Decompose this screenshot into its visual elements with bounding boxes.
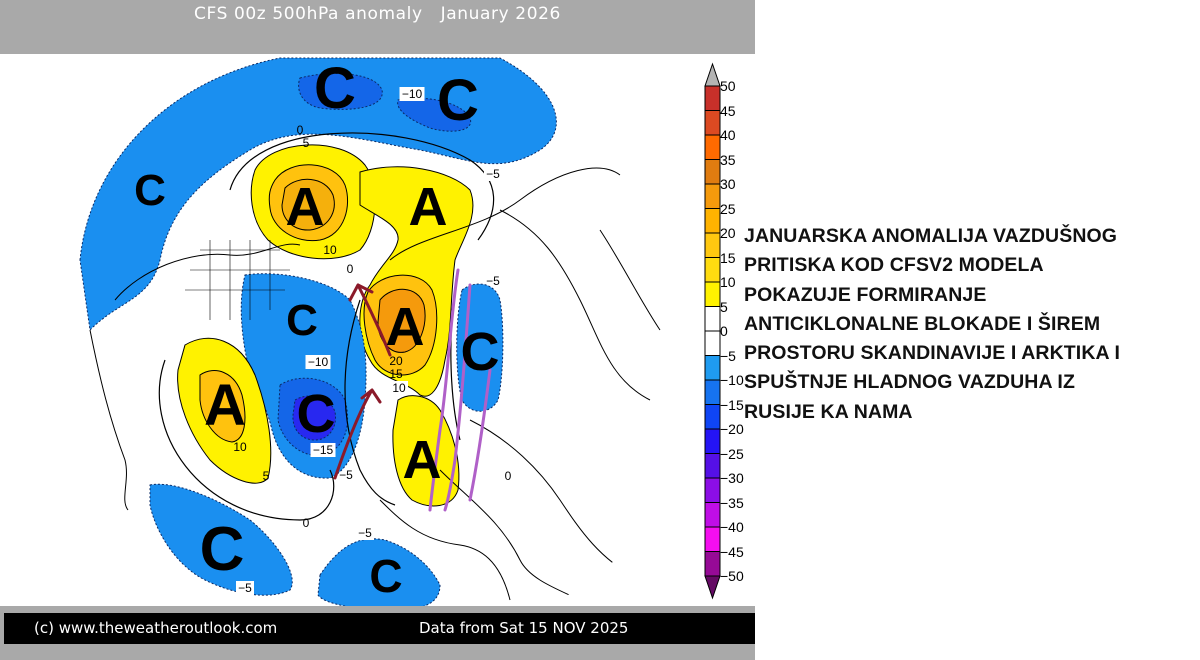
contour-label: 0	[297, 123, 304, 137]
colorbar-tick-label: −20	[720, 421, 744, 437]
colorbar-segment	[704, 330, 721, 356]
colorbar-segment	[704, 428, 721, 454]
colorbar-bottom-arrow	[704, 575, 721, 600]
colorbar-segment	[704, 453, 721, 479]
colorbar-segment	[704, 404, 721, 430]
contour-label: −5	[358, 526, 372, 540]
contour-label: −15	[313, 443, 334, 457]
anticyclone-label: A	[204, 373, 246, 438]
footer-bar: (c) www.theweatheroutlook.com Data from …	[4, 613, 755, 644]
annotation-text: JANUARSKA ANOMALIJA VAZDUŠNOG PRITISKA KO…	[744, 222, 1200, 427]
coastlines	[89, 167, 661, 601]
annotation-line: JANUARSKA ANOMALIJA VAZDUŠNOG	[744, 225, 1118, 247]
data-date-text: Data from Sat 15 NOV 2025	[419, 619, 629, 637]
contour-label: 10	[323, 243, 337, 257]
contour-label: 0	[505, 469, 512, 483]
colorbar-tick-label: 35	[720, 151, 736, 168]
forecast-figure: CFS 00z 500hPa anomaly January 2026	[0, 0, 755, 660]
colorbar-segment	[704, 232, 721, 258]
colorbar-segment	[704, 526, 721, 552]
annotation-line: PRITISKA KOD CFSV2 MODELA	[744, 254, 1044, 277]
contour-label: 10	[392, 381, 406, 395]
colorbar-tick-label: −45	[720, 543, 744, 560]
colorbar-tick-label: 10	[720, 274, 736, 290]
colorbar-segment	[704, 306, 721, 332]
cyclone-label: C	[437, 68, 479, 133]
cyclone-label: C	[369, 550, 402, 602]
colorbar-segment	[704, 134, 721, 160]
annotation-line: SPUŠTNJE HLADNOG VAZDUHA IZ	[744, 371, 1075, 394]
colorbar-tick-label: 40	[720, 127, 736, 143]
colorbar-tick-label: 20	[720, 225, 736, 241]
colorbar-segment	[704, 85, 721, 111]
colorbar-tick-label: −35	[720, 494, 744, 511]
colorbar-tick-label: 5	[720, 298, 728, 315]
colorbar-tick-label: −25	[720, 445, 744, 462]
colorbar-segment	[704, 551, 721, 577]
annotation-line: ANTICIKLONALNE BLOKADE I ŠIREM	[744, 312, 1101, 335]
contour-label: −10	[308, 355, 329, 369]
annotation-line: PROSTORU SKANDINAVIJE I ARKTIKA I	[744, 342, 1120, 365]
anomaly-fills	[79, 57, 661, 611]
colorbar-tick-label: 45	[720, 102, 736, 119]
cyclone-label: C	[134, 166, 166, 215]
colorbar-tick-label: −5	[720, 347, 736, 364]
annotation-line: RUSIJE KA NAMA	[744, 400, 913, 423]
copyright-text: (c) www.theweatheroutlook.com	[34, 619, 278, 637]
colorbar-tick-label: −10	[720, 372, 744, 388]
contour-label: 0	[347, 262, 354, 276]
colorbar-segment	[704, 281, 721, 307]
colorbar-segment	[704, 208, 721, 234]
contour-label: 15	[389, 367, 403, 381]
colorbar-tick-label: 50	[720, 78, 736, 94]
grid-borders	[185, 240, 290, 320]
anticyclone-label: A	[286, 177, 325, 237]
colorbar-segment	[704, 110, 721, 136]
contour-label: 20	[389, 354, 403, 368]
contour-label: 5	[263, 469, 270, 483]
contour-label: 10	[233, 440, 247, 454]
colorbar-tick-label: −30	[720, 470, 744, 486]
colorbar-segment	[704, 355, 721, 381]
anticyclone-label: A	[403, 430, 442, 490]
pressure-center-labels: C CC A AC A CA CAC C	[134, 56, 499, 602]
colorbar-tick-label: 25	[720, 200, 736, 217]
contour-label: −5	[339, 468, 353, 482]
drawn-arrows	[333, 268, 492, 512]
colorbar-tick-label: 15	[720, 249, 736, 266]
chart-title: CFS 00z 500hPa anomaly January 2026	[194, 4, 561, 24]
colorbar-segment	[704, 502, 721, 528]
cyclone-label: C	[297, 384, 336, 444]
colorbar-tick-label: −40	[720, 519, 744, 535]
colorbar-top-arrow	[704, 62, 721, 87]
contour-label: −5	[486, 274, 500, 288]
colorbar-segment	[704, 477, 721, 503]
cyclone-label: C	[461, 322, 500, 382]
colorbar-segment	[704, 257, 721, 283]
anticyclone-label: A	[409, 177, 448, 237]
contour-label: −5	[486, 167, 500, 181]
color-legend: 50 45 40 35 30 25 20 15 10 5 0 −5 −10 −15 −20 −25 −30 −35…	[700, 62, 755, 602]
colorbar-tick-label: −15	[720, 396, 744, 413]
cyclone-label: C	[200, 515, 245, 584]
colorbar-segment	[704, 159, 721, 185]
annotation-line: POKAZUJE FORMIRANJE	[744, 283, 987, 306]
colorbar-segment	[704, 183, 721, 209]
contour-label: 0	[303, 516, 310, 530]
contour-label: 5	[303, 136, 310, 150]
anticyclone-label: A	[386, 297, 425, 357]
title-bar: CFS 00z 500hPa anomaly January 2026	[0, 0, 755, 54]
cyclone-label: C	[286, 296, 318, 345]
colorbar-tick-label: −50	[720, 568, 744, 584]
contour-label: −5	[238, 581, 252, 595]
colorbar-tick-label: 30	[720, 176, 736, 192]
colorbar-segment	[704, 379, 721, 405]
cyclone-label: C	[314, 56, 356, 121]
colorbar-tick-label: 0	[720, 323, 728, 339]
colorbar-graphic	[704, 62, 721, 600]
contour-label: −10	[402, 87, 423, 101]
